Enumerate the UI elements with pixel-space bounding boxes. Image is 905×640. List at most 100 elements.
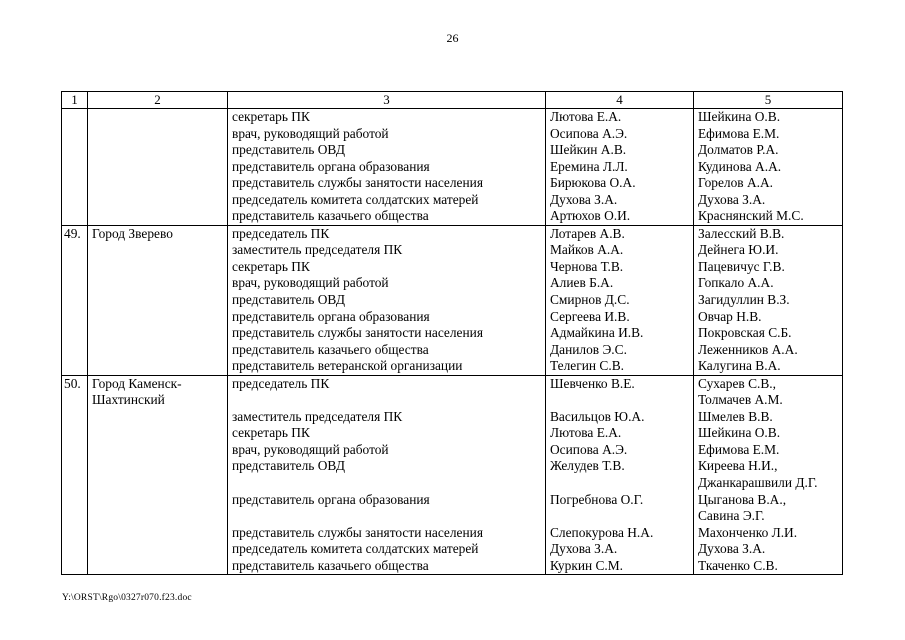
col4-names-cell: Лотарев А.В. Майков А.А. Чернова Т.В. Алиев… [545,224,694,376]
col5-names-cell-line: Калугина В.А. [698,358,781,374]
column-header-4: 4 [545,91,694,109]
col5-names-cell-line: Киреева Н.И., [698,458,778,474]
col5-names-cell-line: Махонченко Л.И. [698,524,798,540]
positions-cell-line: секретарь ПК [232,109,310,124]
positions-cell-line [232,508,541,525]
positions-cell-line: представитель казачьего общества [232,557,429,573]
city-cell-line: Город Зверево [92,225,173,241]
city-cell-line: Город Каменск-Шахтинский [92,375,182,408]
col5-names-cell-line: Леженников А.А. [698,341,798,357]
col5-names-cell-line: Краснянский М.С. [698,208,804,224]
col5-names-cell-line: Кудинова А.А. [698,158,782,174]
col4-names-cell-line: Осипова А.Э. [550,125,628,141]
col4-names-cell-line: Чернова Т.В. [550,258,624,274]
col5-names-cell-line: Духова З.А. [698,191,766,207]
col4-names-cell-line: Осипова А.Э. [550,441,628,457]
positions-cell-line: представитель ОВД [232,142,345,158]
positions-cell-line [232,475,541,492]
col5-names-cell-line: Ефимова Е.М. [698,125,780,141]
col4-names-cell-line: Васильцов Ю.А. [550,408,645,424]
footer-file-path: Y:\ORST\Rgo\0327r070.f23.doc [62,593,192,603]
table-section-row: 50. Город Каменск-Шахтинский председатель … [61,374,843,576]
positions-cell-line: представитель ОВД [232,458,345,474]
col4-names-cell-line: Желудев Т.В. [550,458,625,474]
col5-names-cell-line: Савина Э.Г. [698,508,765,524]
column-header-1: 1 [61,91,88,109]
positions-cell: председатель ПК заместитель председателя… [227,374,546,576]
column-header-2: 2 [87,91,228,109]
table-section-row: секретарь ПК врач, руководящий работой пре… [61,108,843,226]
col5-names-cell-line: Толмачев А.М. [698,392,783,408]
city-cell: Город Зверево [87,224,228,376]
positions-cell-line: заместитель председателя ПК [232,408,403,424]
row-number-cell-line [64,109,85,125]
col4-names-cell-line: Адмайкина И.В. [550,325,644,341]
positions-cell-line: представитель органа образования [232,308,430,324]
col4-names-cell-line: Лютова Е.А. [550,425,622,441]
positions-cell: председатель ПК заместитель председателя … [227,224,546,376]
col5-names-cell-line: Долматов Р.А. [698,142,779,158]
row-number-cell-line: 50. [64,375,81,391]
col5-names-cell-line: Залесский В.В. [698,225,785,241]
col5-names-cell-line: Пацевичус Г.В. [698,258,785,274]
row-number-cell: 50. [61,374,88,576]
col5-names-cell-line: Овчар Н.В. [698,308,762,324]
column-header-5: 5 [693,91,843,109]
positions-cell-line: представитель службы занятости населения [232,175,483,191]
col4-names-cell-line: Смирнов Д.С. [550,292,630,308]
positions-cell-line [232,392,541,409]
col5-names-cell-line: Ефимова Е.М. [698,441,780,457]
positions-cell-line: представитель службы занятости населения [232,325,483,341]
col5-names-cell: Залесский В.В. Дейнега Ю.И. Пацевичус Г.В.… [693,224,843,376]
row-number-cell [61,108,88,226]
positions-cell-line: председатель ПК [232,375,330,391]
row-number-cell-line: 49. [64,225,81,241]
col4-names-cell-line: Лютова Е.А. [550,109,622,124]
col4-names-cell-line: Духова З.А. [550,191,618,207]
col4-names-cell-line: Лотарев А.В. [550,225,625,241]
col5-names-cell-line: Дейнега Ю.И. [698,242,779,258]
table-section-row: 49. Город Зверево председатель ПК заместите… [61,224,843,376]
positions-cell-line: представитель службы занятости населения [232,524,483,540]
positions-cell-line: представитель казачьего общества [232,341,429,357]
col4-names-cell-line [550,392,689,409]
col4-names-cell-line: Данилов Э.С. [550,341,627,357]
positions-cell-line: представитель ветеранской организации [232,358,463,374]
positions-cell-line: представитель ОВД [232,292,345,308]
col5-names-cell-line: Шейкина О.В. [698,425,781,441]
col5-names-cell: Сухарев С.В., Толмачев А.М. Шмелев В.В. Шей… [693,374,843,576]
col5-names-cell-line: Духова З.А. [698,541,766,557]
positions-cell-line: председатель комитета солдатских матерей [232,541,479,557]
col4-names-cell-line: Шейкин А.В. [550,142,627,158]
col5-names-cell-line: Цыганова В.А., [698,491,787,507]
positions-cell-line: секретарь ПК [232,425,310,441]
city-cell-line [92,109,223,125]
col4-names-cell-line: Слепокурова Н.А. [550,524,654,540]
col5-names-cell-line: Гопкало А.А. [698,275,774,291]
col5-names-cell-line: Горелов А.А. [698,175,773,191]
positions-cell-line: представитель органа образования [232,491,430,507]
col5-names-cell-line: Загидуллин В.З. [698,292,790,308]
col4-names-cell-line: Погребнова О.Г. [550,491,644,507]
col4-names-cell-line: Бирюкова О.А. [550,175,636,191]
col4-names-cell-line: Алиев Б.А. [550,275,614,291]
col5-names-cell-line: Сухарев С.В., [698,375,776,391]
page-number: 26 [446,31,459,45]
col4-names-cell-line: Еремина Л.Л. [550,158,628,174]
col4-names-cell-line: Телегин С.В. [550,358,624,374]
col5-names-cell-line: Покровская С.Б. [698,325,792,341]
positions-cell: секретарь ПК врач, руководящий работой пре… [227,108,546,226]
positions-cell-line: врач, руководящий работой [232,125,389,141]
col4-names-cell: Шевченко В.Е. Васильцов Ю.А. Лютова Е.А. О… [545,374,694,576]
col4-names-cell-line: Куркин С.М. [550,557,624,573]
col5-names-cell-line: Ткаченко С.В. [698,557,778,573]
positions-cell-line: врач, руководящий работой [232,441,389,457]
city-cell: Город Каменск-Шахтинский [87,374,228,576]
row-number-cell: 49. [61,224,88,376]
col5-names-cell-line: Шейкина О.В. [698,109,781,124]
column-header-3: 3 [227,91,546,109]
col4-names-cell-line: Духова З.А. [550,541,618,557]
